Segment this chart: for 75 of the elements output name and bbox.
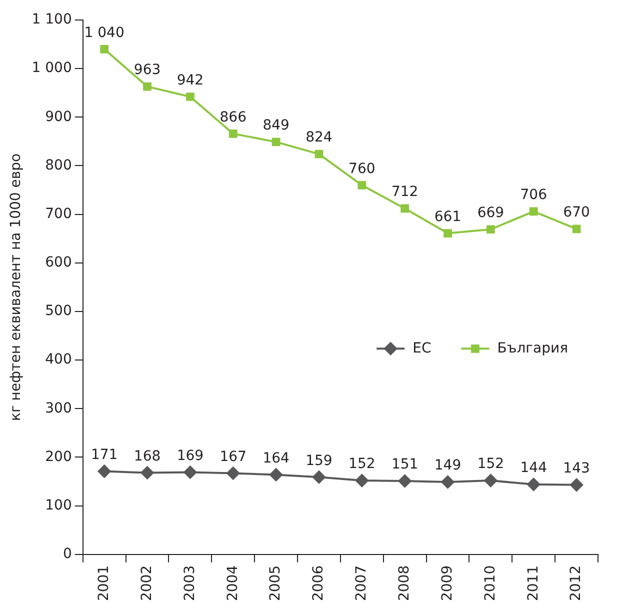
y-tick-label: 800 xyxy=(45,157,72,174)
y-tick-label: 100 xyxy=(45,497,72,514)
point xyxy=(400,204,410,213)
data-label: 760 xyxy=(348,160,376,177)
point xyxy=(484,474,498,488)
data-label: 712 xyxy=(391,184,418,200)
point xyxy=(572,224,581,234)
y-axis-title: кг нефтен еквивалент на 1000 евро xyxy=(8,153,24,421)
data-label: 151 xyxy=(391,456,418,473)
point xyxy=(314,150,324,158)
data-label: 669 xyxy=(477,205,504,222)
legend-label: ЕС xyxy=(412,340,432,356)
data-label: 169 xyxy=(176,448,204,464)
data-label: 168 xyxy=(134,448,161,464)
point xyxy=(143,82,152,91)
y-tick-label: 300 xyxy=(45,400,72,416)
x-tick-label: 2010 xyxy=(482,565,498,602)
data-label: 149 xyxy=(434,458,462,474)
x-tick-label: 2008 xyxy=(396,565,412,602)
x-tick-label: 2006 xyxy=(310,565,327,602)
data-label: 849 xyxy=(262,118,290,134)
x-tick-label: 2009 xyxy=(439,565,456,602)
point xyxy=(570,478,584,492)
data-label: 942 xyxy=(176,72,204,88)
point xyxy=(98,464,111,478)
point xyxy=(486,225,495,234)
y-tick-label: 500 xyxy=(45,303,72,320)
x-tick-label: 2002 xyxy=(138,565,155,602)
y-tick-label: 0 xyxy=(62,546,72,562)
y-tick-label: 600 xyxy=(45,254,72,271)
point xyxy=(527,478,540,491)
data-label: 670 xyxy=(563,204,590,221)
point xyxy=(444,229,452,238)
y-tick-label: 200 xyxy=(45,448,72,465)
data-label: 144 xyxy=(520,460,548,476)
data-label: 1 040 xyxy=(84,24,124,41)
data-label: 164 xyxy=(262,450,290,466)
point xyxy=(398,474,412,488)
point xyxy=(355,474,368,488)
data-label: 706 xyxy=(520,187,548,204)
point xyxy=(358,180,366,190)
point xyxy=(441,475,454,488)
x-tick-label: 2004 xyxy=(224,565,241,602)
data-label: 824 xyxy=(306,130,332,146)
data-label: 152 xyxy=(477,456,504,472)
point xyxy=(226,466,240,480)
x-tick-label: 2011 xyxy=(525,565,542,602)
y-tick-label: 700 xyxy=(45,206,72,222)
point xyxy=(228,129,238,138)
point xyxy=(270,468,283,482)
point xyxy=(140,466,154,480)
x-tick-label: 2005 xyxy=(268,565,284,602)
legend-label: България xyxy=(497,340,568,356)
data-label: 159 xyxy=(306,452,332,469)
data-label: 171 xyxy=(90,446,118,463)
point xyxy=(312,470,326,484)
point xyxy=(272,138,280,146)
point xyxy=(184,466,197,479)
data-label: 152 xyxy=(348,456,376,472)
x-tick-label: 2003 xyxy=(182,565,198,602)
point xyxy=(529,207,538,216)
x-tick-label: 2012 xyxy=(568,565,584,602)
point xyxy=(186,92,194,101)
data-label: 661 xyxy=(434,208,462,225)
x-tick-label: 2001 xyxy=(96,565,112,602)
data-label: 866 xyxy=(220,109,247,126)
data-label: 963 xyxy=(134,62,161,78)
y-tick-label: 400 xyxy=(45,352,72,368)
data-label: 167 xyxy=(220,448,246,465)
y-tick-label: 900 xyxy=(45,108,72,125)
y-tick-label: 1 100 xyxy=(32,12,72,28)
x-tick-label: 2007 xyxy=(354,565,370,602)
point xyxy=(100,44,109,54)
data-label: 143 xyxy=(563,460,590,477)
y-tick-label: 1 000 xyxy=(32,60,72,76)
